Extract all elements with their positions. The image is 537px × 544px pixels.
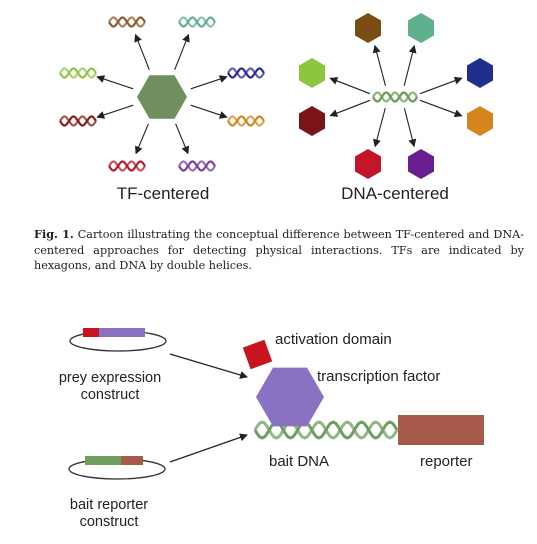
activation-domain-square	[242, 339, 273, 370]
dna-centered-panel: DNA-centered	[299, 13, 493, 203]
left-arrow-group	[96, 33, 228, 155]
right-hexagon-group	[299, 13, 493, 179]
helix-8	[59, 67, 97, 79]
bait-arrow	[169, 433, 248, 463]
bait-label-line1: bait reporter	[70, 497, 148, 513]
right-arrow-7	[329, 99, 371, 117]
helix-4	[227, 115, 265, 127]
left-helix-group	[59, 16, 265, 172]
helix-3	[227, 67, 265, 79]
helix-1	[108, 16, 146, 28]
right-arrow-8	[329, 77, 371, 95]
right-arrow-1	[372, 44, 387, 86]
right-arrow-3	[419, 76, 463, 95]
left-arrow-7	[96, 104, 134, 119]
left-arrow-8	[96, 75, 134, 90]
right-arrow-group	[329, 44, 463, 148]
yeast-one-hybrid-diagram: prey expression construct bait reporter …	[59, 328, 484, 530]
left-arrow-3	[190, 75, 228, 90]
tf-hexagon-1	[355, 13, 381, 43]
helix-2	[178, 16, 216, 28]
tf-hexagon-2	[408, 13, 434, 43]
reporter-box	[398, 415, 484, 445]
left-arrow-4	[190, 104, 228, 119]
bait-dna-segment	[85, 456, 121, 465]
left-arrow-1	[134, 33, 150, 71]
caption-label: Fig. 1.	[34, 227, 74, 241]
prey-label-line1: prey expression	[59, 370, 161, 386]
center-tf-hexagon	[137, 75, 187, 119]
figure-1-caption: Fig. 1. Cartoon illustrating the concept…	[34, 227, 524, 274]
helix-5	[178, 160, 216, 172]
tf-centered-panel: TF-centered	[59, 16, 265, 203]
center-dna-helix	[371, 91, 419, 103]
helix-6	[108, 160, 146, 172]
helix-7	[59, 115, 97, 127]
left-arrow-2	[174, 33, 190, 71]
tf-hexagon-6	[355, 149, 381, 179]
transcription-factor-label: transcription factor	[317, 368, 440, 385]
left-arrow-5	[175, 123, 189, 155]
reporter-label: reporter	[420, 453, 473, 470]
bait-reporter-segment	[121, 456, 143, 465]
prey-arrow	[169, 353, 248, 379]
bait-dna-label: bait DNA	[269, 453, 329, 470]
left-arrow-6	[135, 123, 149, 155]
right-arrow-4	[419, 99, 463, 118]
activation-domain-label: activation domain	[275, 331, 392, 348]
tf-hexagon-5	[408, 149, 434, 179]
right-arrow-6	[373, 107, 386, 148]
right-arrow-2	[403, 44, 417, 86]
prey-ad-segment	[83, 328, 99, 337]
tf-centered-label: TF-centered	[117, 184, 210, 203]
tf-hexagon-4	[467, 106, 493, 136]
transcription-factor-hexagon	[256, 367, 324, 427]
right-arrow-5	[403, 108, 417, 148]
prey-label-line2: construct	[81, 387, 140, 403]
center-helix	[371, 91, 419, 103]
caption-text: Cartoon illustrating the conceptual diff…	[34, 228, 524, 272]
tf-hexagon-3	[467, 58, 493, 88]
bait-label-line2: construct	[80, 514, 139, 530]
prey-tf-segment	[99, 328, 145, 337]
tf-hexagon-8	[299, 58, 325, 88]
dna-centered-label: DNA-centered	[341, 184, 449, 203]
tf-hexagon-7	[299, 106, 325, 136]
